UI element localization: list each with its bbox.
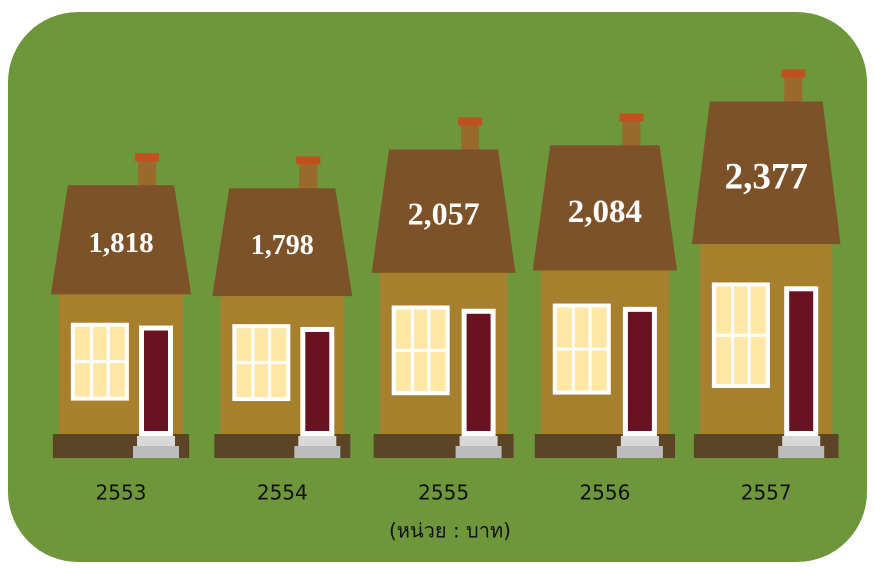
step: [133, 446, 179, 458]
x-tick-label: 2556: [579, 481, 630, 505]
step: [778, 446, 825, 458]
chimney: [299, 160, 318, 191]
roof: [371, 149, 516, 273]
value-label: 2,057: [408, 196, 480, 232]
chimney: [784, 73, 803, 104]
value-label: 2,084: [568, 194, 642, 230]
chimney: [138, 157, 157, 188]
house: [212, 156, 353, 458]
door: [144, 330, 168, 431]
chimney: [622, 117, 641, 148]
x-tick-label: 2554: [257, 481, 308, 505]
chimney-cap: [458, 117, 483, 126]
roof: [212, 188, 353, 297]
x-tick-label: 2553: [96, 481, 147, 505]
door: [627, 311, 652, 431]
step: [616, 446, 663, 458]
step: [459, 436, 498, 446]
x-tick-label: 2557: [741, 481, 792, 505]
x-tick-label: 2555: [418, 481, 469, 505]
step: [782, 436, 821, 446]
step: [298, 436, 337, 446]
step: [137, 436, 175, 446]
house: [532, 113, 678, 458]
chimney-cap: [296, 156, 321, 165]
roof: [691, 101, 841, 245]
step: [620, 436, 659, 446]
chimney-cap: [781, 69, 806, 78]
unit-label: (หน่วย : บาท): [389, 519, 511, 543]
door: [466, 313, 491, 431]
door: [305, 331, 330, 431]
value-label: 2,377: [725, 156, 808, 197]
house: [50, 153, 192, 458]
value-label: 1,798: [251, 230, 314, 261]
chimney-cap: [135, 153, 160, 162]
roof: [50, 185, 192, 295]
house: [371, 117, 516, 458]
value-label: 1,818: [88, 227, 153, 259]
house: [691, 69, 841, 458]
roof: [532, 145, 678, 271]
door: [789, 291, 814, 431]
step: [455, 446, 502, 458]
chimney-cap: [619, 113, 644, 122]
step: [294, 446, 341, 458]
chimney: [461, 121, 480, 152]
